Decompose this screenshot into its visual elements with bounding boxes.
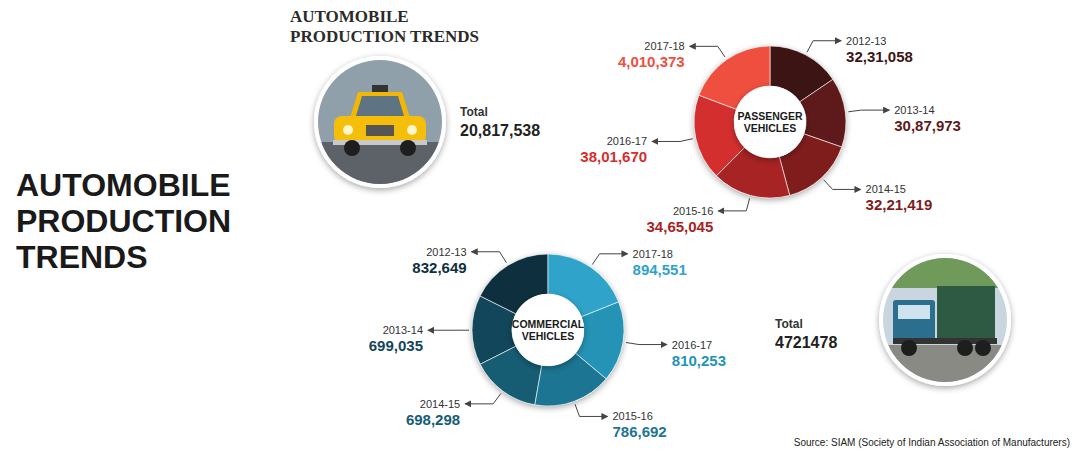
total-value: 4721478 — [775, 334, 837, 351]
leader-arrow — [807, 41, 841, 52]
leader-arrow — [718, 198, 749, 211]
value-label: 832,649 — [412, 259, 466, 276]
donut-hole — [734, 86, 806, 158]
center-title: PASSENGERVEHICLES — [737, 110, 803, 134]
truck-cabin — [893, 300, 935, 342]
car-grille — [366, 125, 394, 136]
category-label: 2015-16 — [612, 410, 652, 422]
car-light — [343, 125, 353, 135]
category-label: 2016-17 — [607, 135, 647, 147]
car-light — [407, 125, 417, 135]
category-label: 2013-14 — [894, 104, 934, 116]
total-value: 20,817,538 — [460, 122, 540, 139]
category-label: 2014-15 — [866, 183, 906, 195]
value-label: 698,298 — [406, 411, 460, 428]
category-label: 2012-13 — [846, 35, 886, 47]
total-label: Total — [775, 317, 803, 331]
photo — [879, 254, 1011, 407]
donut-chart: COMMERCIALVEHICLES — [472, 254, 624, 406]
category-label: 2012-13 — [426, 246, 466, 258]
source-note: Source: SIAM (Society of Indian Associat… — [794, 437, 1070, 448]
car-roof — [350, 92, 410, 118]
donut-shadow — [694, 46, 846, 198]
category-label: 2017-18 — [633, 248, 673, 260]
photo-content — [318, 60, 442, 204]
leader-arrow — [626, 342, 667, 344]
truck-wheel — [901, 340, 917, 356]
value-label: 786,692 — [612, 423, 666, 440]
data-labels: 2012-1332,31,0582013-1430,87,9732014-153… — [580, 35, 961, 235]
donut-shadow — [472, 254, 624, 406]
chart-root: AUTOMOBILEPRODUCTION TRENDS AUTOMOBILEPRO… — [0, 0, 1078, 453]
leader-arrow — [824, 180, 861, 190]
value-label: 38,01,670 — [580, 148, 647, 165]
value-label: 34,65,045 — [647, 218, 714, 235]
top-title: AUTOMOBILEPRODUCTION TRENDS — [290, 7, 479, 46]
leader-arrow — [690, 46, 725, 57]
photo-trees — [883, 258, 1007, 288]
category-label: 2015-16 — [673, 205, 713, 217]
total-label: Total — [460, 105, 488, 119]
value-label: 32,21,419 — [866, 196, 933, 213]
car-wheel — [344, 140, 360, 156]
car-body — [334, 116, 426, 144]
side-heading: AUTOMOBILEPRODUCTIONTRENDS — [16, 167, 231, 275]
canvas: AUTOMOBILEPRODUCTION TRENDS AUTOMOBILEPRO… — [0, 0, 1078, 453]
truck-wheel — [975, 340, 991, 356]
category-label: 2014-15 — [420, 398, 460, 410]
truck-load — [937, 286, 995, 338]
truck-window — [898, 305, 930, 319]
donut-hole — [512, 294, 584, 366]
background — [0, 0, 1078, 453]
car-window — [356, 96, 404, 116]
category-label: 2017-18 — [644, 40, 684, 52]
category-label: 2016-17 — [672, 339, 712, 351]
leader-arrow — [575, 404, 607, 416]
leader-arrow — [472, 252, 507, 263]
value-label: 894,551 — [633, 261, 687, 278]
value-label: 4,010,373 — [618, 53, 685, 70]
truck-wheel — [957, 340, 973, 356]
donut-chart: PASSENGERVEHICLES — [694, 46, 846, 198]
value-label: 30,87,973 — [894, 117, 961, 134]
value-label: 810,253 — [672, 352, 726, 369]
photo-road — [318, 142, 442, 204]
photo — [314, 56, 446, 204]
leader-arrow — [465, 393, 501, 403]
photo-road — [883, 345, 1007, 407]
center-title: COMMERCIALVEHICLES — [512, 318, 585, 342]
photo-content — [883, 258, 1007, 407]
leader-arrow — [592, 254, 627, 265]
category-label: 2013-14 — [383, 324, 423, 336]
taxi-sign — [372, 85, 388, 92]
data-labels: 2012-13832,649 2013-14699,035 2014-15698,2… — [369, 246, 726, 441]
value-label: 32,31,058 — [846, 48, 913, 65]
value-label: 699,035 — [369, 337, 423, 354]
leader-arrow — [652, 139, 693, 142]
leader-arrow — [848, 110, 889, 112]
car-wheel — [400, 140, 416, 156]
leader-arrow — [428, 330, 469, 331]
